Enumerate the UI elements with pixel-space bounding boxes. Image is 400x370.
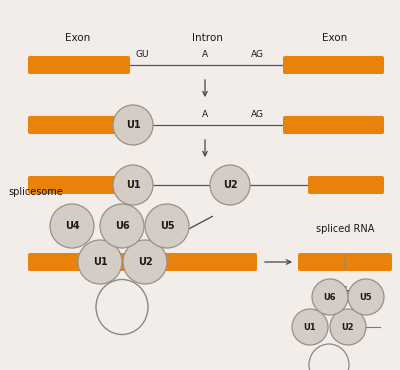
FancyBboxPatch shape bbox=[283, 56, 384, 74]
Text: U2: U2 bbox=[342, 323, 354, 332]
Circle shape bbox=[113, 105, 153, 145]
Text: U2: U2 bbox=[223, 180, 237, 190]
Circle shape bbox=[292, 309, 328, 345]
Text: U6: U6 bbox=[115, 221, 129, 231]
Text: U1: U1 bbox=[126, 180, 140, 190]
FancyBboxPatch shape bbox=[28, 56, 130, 74]
Text: U1: U1 bbox=[304, 323, 316, 332]
Circle shape bbox=[348, 279, 384, 315]
Circle shape bbox=[330, 309, 366, 345]
Text: A: A bbox=[202, 50, 208, 59]
Circle shape bbox=[312, 279, 348, 315]
FancyBboxPatch shape bbox=[343, 253, 392, 271]
Circle shape bbox=[78, 240, 122, 284]
Text: +: + bbox=[339, 284, 351, 298]
Text: U2: U2 bbox=[138, 257, 152, 267]
Text: splicesome: splicesome bbox=[8, 187, 63, 197]
Text: A: A bbox=[202, 110, 208, 119]
Text: U1: U1 bbox=[126, 120, 140, 130]
Text: U4: U4 bbox=[65, 221, 79, 231]
Text: AG: AG bbox=[250, 50, 264, 59]
FancyBboxPatch shape bbox=[283, 116, 384, 134]
Circle shape bbox=[123, 240, 167, 284]
FancyBboxPatch shape bbox=[28, 176, 117, 194]
Text: Intron: Intron bbox=[192, 33, 222, 43]
Text: U1: U1 bbox=[93, 257, 107, 267]
Text: U5: U5 bbox=[360, 293, 372, 302]
FancyBboxPatch shape bbox=[308, 176, 384, 194]
Text: U5: U5 bbox=[160, 221, 174, 231]
FancyBboxPatch shape bbox=[28, 253, 257, 271]
Text: Exon: Exon bbox=[322, 33, 348, 43]
FancyBboxPatch shape bbox=[298, 253, 347, 271]
Text: spliced RNA: spliced RNA bbox=[316, 224, 374, 234]
Text: U6: U6 bbox=[324, 293, 336, 302]
Circle shape bbox=[113, 165, 153, 205]
Circle shape bbox=[145, 204, 189, 248]
Circle shape bbox=[100, 204, 144, 248]
Circle shape bbox=[50, 204, 94, 248]
FancyBboxPatch shape bbox=[28, 116, 117, 134]
Circle shape bbox=[210, 165, 250, 205]
Text: AG: AG bbox=[250, 110, 264, 119]
Text: GU: GU bbox=[135, 50, 148, 59]
Text: Exon: Exon bbox=[65, 33, 91, 43]
